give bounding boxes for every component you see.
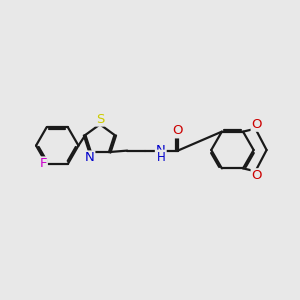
Text: O: O <box>252 118 262 131</box>
Text: F: F <box>39 158 47 170</box>
Text: O: O <box>252 169 262 182</box>
Text: H: H <box>156 151 165 164</box>
Text: N: N <box>85 152 94 164</box>
Text: N: N <box>156 144 166 157</box>
Text: O: O <box>172 124 183 137</box>
Text: S: S <box>96 112 104 126</box>
